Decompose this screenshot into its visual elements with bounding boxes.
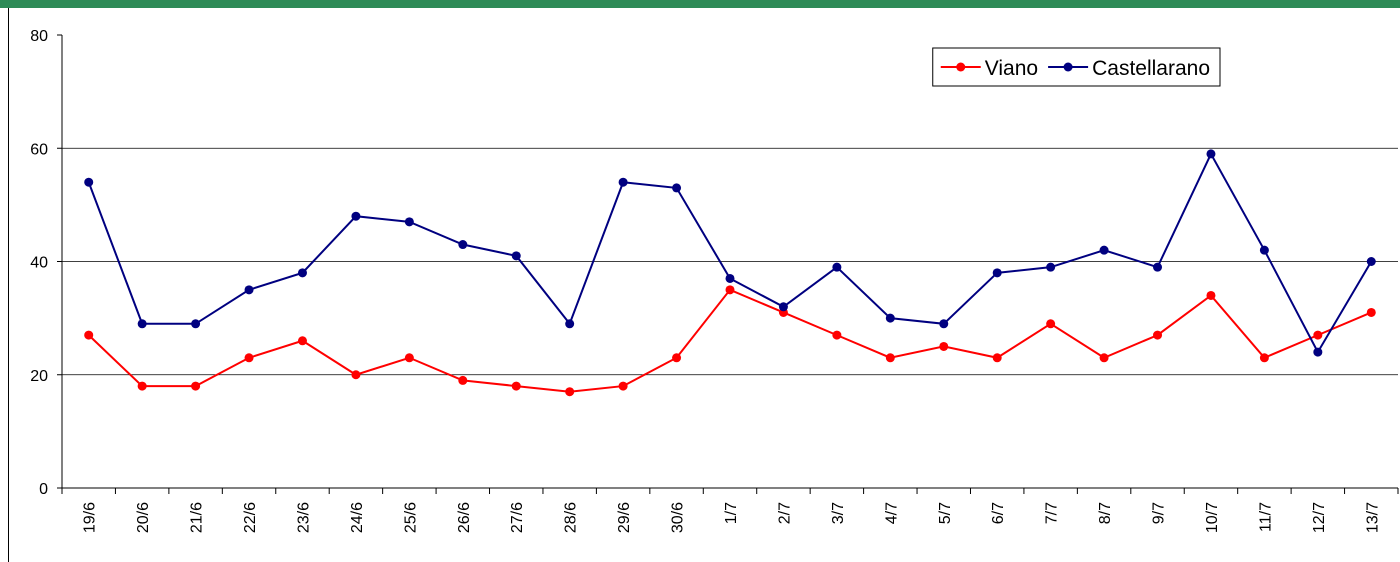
- data-point: [351, 211, 361, 221]
- y-tick-label: 60: [30, 141, 48, 158]
- data-point: [672, 353, 682, 363]
- data-point: [1206, 290, 1216, 300]
- x-tick-label: 12/7: [1311, 502, 1328, 533]
- series-line: [87, 151, 1373, 355]
- x-tick-label: 2/7: [776, 502, 793, 524]
- y-tick-label: 20: [30, 368, 48, 385]
- series-line: [88, 288, 1372, 393]
- data-point: [244, 353, 254, 363]
- data-point: [1366, 257, 1376, 266]
- x-tick-label: 9/7: [1151, 502, 1168, 524]
- data-point: [244, 285, 254, 295]
- x-tick-label: 11/7: [1257, 502, 1274, 532]
- x-tick-label: 13/7: [1364, 502, 1381, 533]
- data-point: [672, 183, 682, 193]
- data-point: [618, 381, 628, 391]
- data-point: [1259, 245, 1269, 255]
- x-tick-label: 1/7: [723, 502, 740, 524]
- legend-marker: [956, 62, 966, 72]
- x-tick-label: 30/6: [670, 502, 687, 533]
- x-tick-label: 6/7: [990, 502, 1007, 524]
- data-point: [565, 319, 575, 329]
- data-point: [1366, 307, 1376, 317]
- data-point: [404, 217, 414, 227]
- data-point: [1153, 330, 1163, 340]
- data-point: [565, 387, 575, 397]
- legend-marker: [1063, 62, 1073, 72]
- x-tick-label: 25/6: [402, 502, 419, 533]
- x-tick-label: 28/6: [563, 502, 580, 533]
- data-point: [992, 268, 1002, 278]
- x-tick-label: 8/7: [1097, 502, 1114, 524]
- legend-label: Castellarano: [1092, 57, 1210, 80]
- data-point: [297, 268, 307, 278]
- data-point: [1046, 319, 1056, 329]
- legend-label: Viano: [985, 57, 1038, 80]
- data-point: [137, 381, 147, 391]
- x-tick-label: 27/6: [509, 502, 526, 533]
- data-point: [1153, 262, 1163, 272]
- x-tick-label: 24/6: [349, 502, 366, 533]
- x-tick-label: 20/6: [135, 502, 152, 533]
- data-point: [725, 273, 735, 283]
- data-point: [939, 319, 949, 329]
- x-tick-label: 29/6: [616, 502, 633, 533]
- header-bar: [0, 0, 1400, 8]
- x-tick-label: 5/7: [937, 502, 954, 524]
- data-point: [832, 330, 842, 340]
- y-tick-label: 0: [39, 481, 48, 498]
- data-point: [458, 240, 468, 250]
- data-point: [778, 302, 788, 312]
- x-tick-label: 10/7: [1204, 502, 1221, 533]
- legend: Viano Castellarano: [932, 47, 1221, 87]
- data-point: [458, 375, 468, 385]
- x-tick-label: 3/7: [830, 502, 847, 524]
- data-point: [885, 353, 895, 363]
- data-point: [137, 319, 147, 329]
- data-point: [1099, 245, 1109, 255]
- data-point: [1099, 353, 1109, 363]
- x-tick-label: 21/6: [189, 502, 206, 533]
- data-point: [404, 353, 414, 363]
- data-point: [1046, 262, 1056, 272]
- data-point: [297, 336, 307, 346]
- x-tick-label: 19/6: [82, 502, 99, 533]
- data-point: [84, 177, 94, 187]
- x-tick-label: 26/6: [456, 502, 473, 533]
- data-point: [1313, 330, 1323, 340]
- data-point: [511, 381, 521, 391]
- y-tick-label: 40: [30, 255, 48, 272]
- data-point: [725, 285, 735, 295]
- data-point: [1313, 347, 1323, 357]
- data-point: [832, 262, 842, 272]
- data-point: [618, 177, 628, 187]
- data-point: [1259, 353, 1269, 363]
- data-point: [351, 370, 361, 380]
- data-point: [885, 313, 895, 323]
- y-tick-label: 80: [30, 28, 48, 45]
- x-tick-label: 23/6: [295, 502, 312, 533]
- data-point: [992, 353, 1002, 363]
- x-tick-label: 22/6: [242, 502, 259, 533]
- data-point: [939, 341, 949, 351]
- data-point: [1206, 149, 1216, 159]
- data-point: [191, 381, 201, 391]
- x-tick-label: 7/7: [1044, 502, 1061, 524]
- data-point: [84, 330, 94, 340]
- x-tick-label: 4/7: [883, 502, 900, 524]
- data-point: [511, 251, 521, 261]
- data-point: [191, 319, 201, 329]
